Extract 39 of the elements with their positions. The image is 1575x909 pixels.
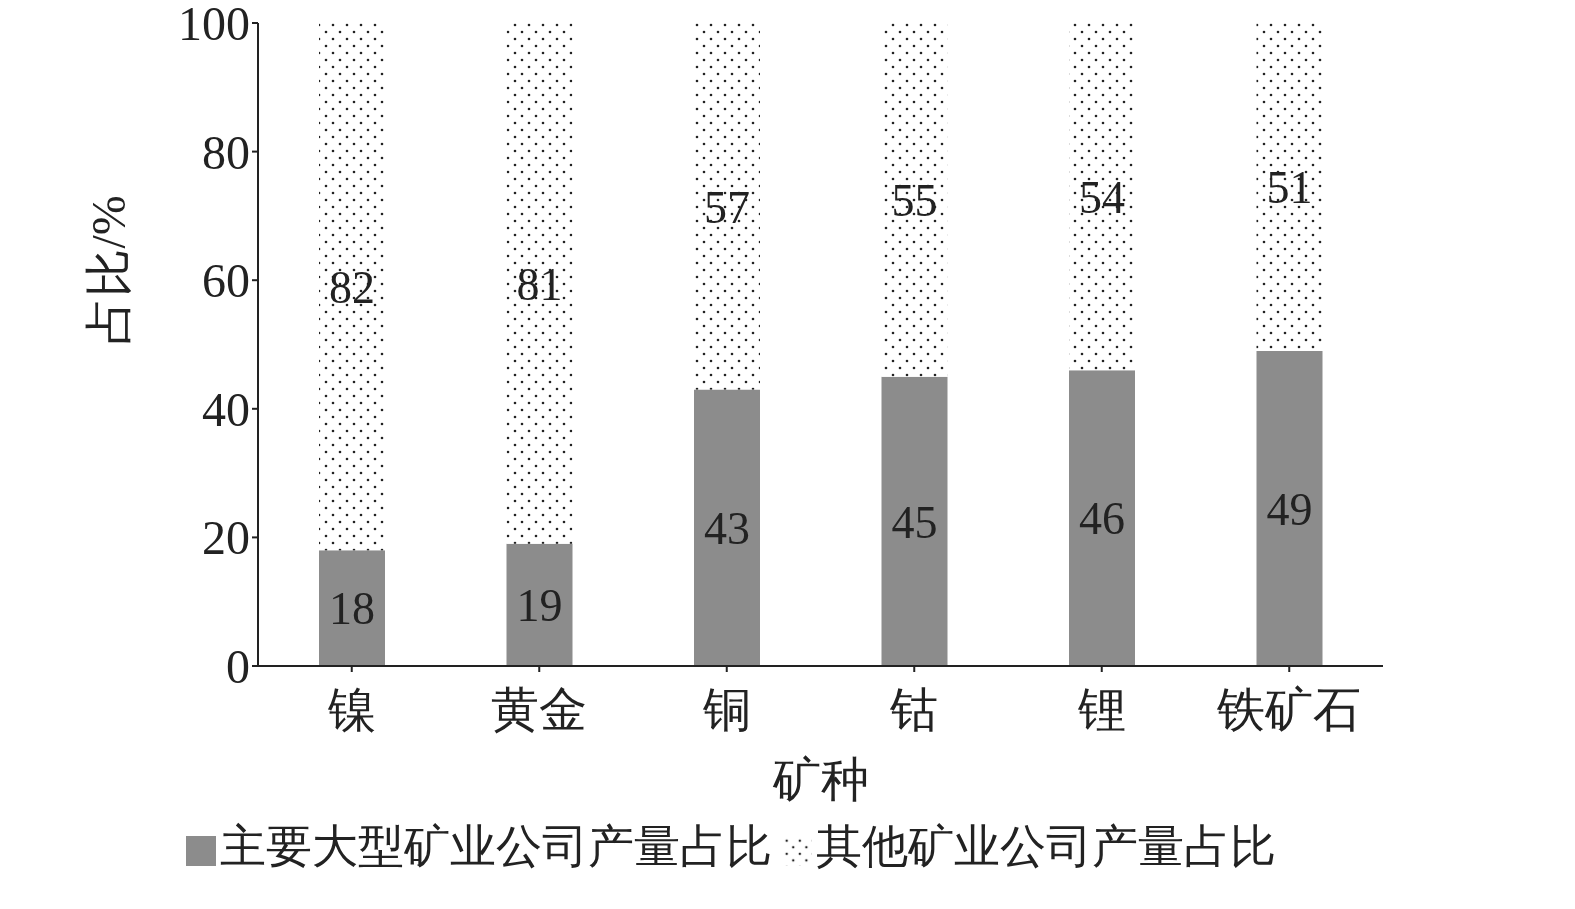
bar bbox=[881, 376, 948, 666]
x-tick-label: 黄金 bbox=[491, 683, 588, 737]
data-label: 82 bbox=[329, 261, 375, 313]
y-tick-label: 40 bbox=[202, 382, 250, 436]
bar bbox=[319, 23, 385, 551]
bar bbox=[1069, 23, 1135, 371]
x-tick-label: 锂 bbox=[1076, 683, 1126, 737]
data-label: 49 bbox=[1266, 483, 1313, 535]
y-tick-label: 20 bbox=[202, 511, 250, 565]
bar bbox=[1256, 23, 1323, 351]
data-label: 19 bbox=[516, 580, 563, 632]
x-tick-label: 镍 bbox=[326, 683, 376, 737]
data-label: 54 bbox=[1079, 171, 1125, 223]
x-tick-label: 钴 bbox=[889, 683, 939, 737]
x-axis-title: 矿种 bbox=[771, 753, 869, 806]
bar bbox=[506, 23, 573, 544]
data-label: 81 bbox=[516, 258, 563, 310]
data-label: 57 bbox=[704, 181, 750, 233]
data-label: 46 bbox=[1079, 493, 1125, 545]
x-tick-label: 铁矿石 bbox=[1216, 683, 1362, 737]
bar bbox=[506, 543, 573, 666]
bar bbox=[694, 389, 760, 666]
y-tick-label: 60 bbox=[202, 254, 250, 308]
y-axis-title: 占比/% bbox=[82, 195, 136, 345]
data-label: 43 bbox=[704, 503, 750, 555]
y-tick-label: 100 bbox=[178, 0, 250, 51]
data-label: 18 bbox=[329, 583, 375, 635]
bar bbox=[694, 23, 760, 390]
bar bbox=[1256, 350, 1323, 666]
data-label: 45 bbox=[891, 496, 938, 548]
bar bbox=[319, 550, 385, 666]
y-tick-label: 80 bbox=[202, 125, 250, 179]
bar bbox=[1069, 370, 1135, 666]
x-tick-label: 铜 bbox=[701, 683, 751, 737]
bar bbox=[881, 23, 948, 377]
data-label: 51 bbox=[1266, 162, 1313, 214]
y-tick-label: 0 bbox=[226, 640, 250, 694]
legend-label: 其他矿业公司产量占比 bbox=[815, 821, 1276, 872]
legend-label: 主要大型矿业公司产量占比 bbox=[219, 821, 772, 872]
